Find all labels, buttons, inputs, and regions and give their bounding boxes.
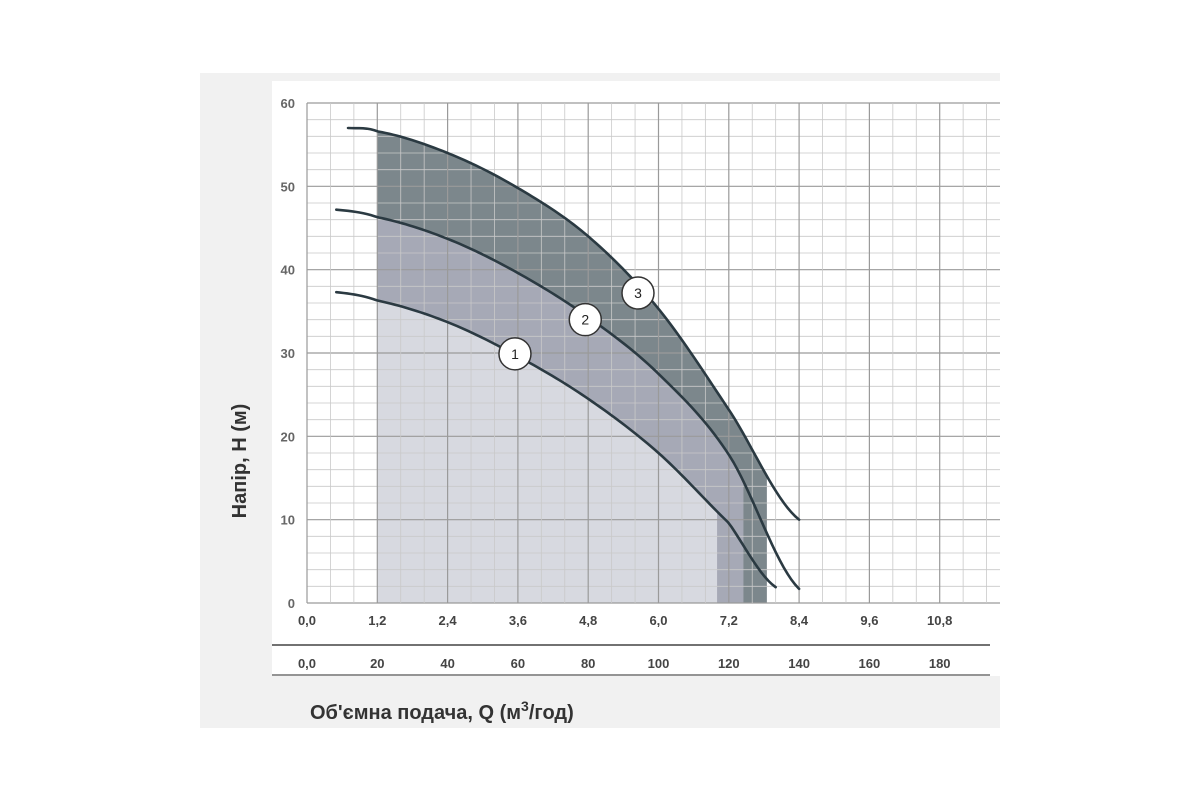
x-tick-label-q: 2,4 [439,613,458,628]
y-tick-label: 10 [281,513,295,528]
curve-3 [346,126,801,521]
x-tick-label-l: 180 [929,656,951,671]
x-tick-label-l: 20 [370,656,384,671]
y-tick-label: 60 [281,96,295,111]
x-tick-label-q: 7,2 [720,613,738,628]
x-tick-labels-flow-lmin: 0,0 20 40 60 80 100 120 140 160 180 [298,656,951,671]
x-tick-label-q: 8,4 [790,613,809,628]
x-tick-label-l: 120 [718,656,740,671]
curve-2 [334,208,801,591]
x-tick-label-l: 60 [511,656,525,671]
curve-marker-2: 2 [568,302,603,337]
x-axis-label-suffix: /год) [529,702,574,724]
y-axis-label: Напір, H (м) [229,404,251,519]
curve-marker-label: 2 [581,312,589,328]
y-tick-labels: 0 10 20 30 40 50 60 [281,96,295,611]
grid [306,102,1000,604]
x-tick-label-q: 9,6 [860,613,878,628]
curve-1 [334,290,777,589]
x-tick-labels-flow-m3h: 0,0 1,2 2,4 3,6 4,8 6,0 7,2 8,4 9,6 10,8 [298,613,952,628]
x-tick-label-q: 4,8 [579,613,597,628]
y-tick-label: 20 [281,429,295,444]
curve-marker-label: 3 [634,285,642,301]
curve-marker-3: 3 [621,276,655,310]
y-tick-label: 0 [288,596,295,611]
x-tick-label-q: 0,0 [298,613,316,628]
x-tick-label-q: 6,0 [649,613,667,628]
pump-curve-chart: 1 2 3 0 10 20 30 40 50 60 0,0 1,2 2,4 3,6 4,8 6,0 7,2 8… [229,81,1000,724]
curve-markers: 1 2 3 [498,276,655,371]
x-tick-label-l: 80 [581,656,595,671]
y-tick-label: 30 [281,346,295,361]
x-tick-label-l: 140 [788,656,810,671]
x-tick-label-l: 0,0 [298,656,316,671]
y-tick-label: 40 [281,263,295,278]
y-tick-label: 50 [281,179,295,194]
x-tick-label-q: 3,6 [509,613,527,628]
x-axis-label-prefix: Об'ємна подача, Q (м [310,702,521,724]
x-tick-label-l: 160 [859,656,881,671]
curves [334,126,801,591]
x-axis-label: Об'ємна подача, Q (м3/год) [310,698,574,724]
fill-area-1 [377,300,718,603]
curve-marker-label: 1 [511,346,519,362]
x-tick-label-q: 10,8 [927,613,952,628]
curve-marker-circle [498,337,532,371]
chart-panel: 1 2 3 0 10 20 30 40 50 60 0,0 1,2 2,4 3,6 4,8 6,0 7,2 8… [200,73,1000,728]
x-tick-label-l: 100 [648,656,670,671]
x-tick-label-q: 1,2 [368,613,386,628]
curve-marker-circle [568,302,603,337]
curve-marker-circle [621,276,655,310]
curve-marker-1: 1 [498,337,532,371]
x-tick-label-l: 40 [440,656,454,671]
x-axis-label-superscript: 3 [521,698,529,714]
